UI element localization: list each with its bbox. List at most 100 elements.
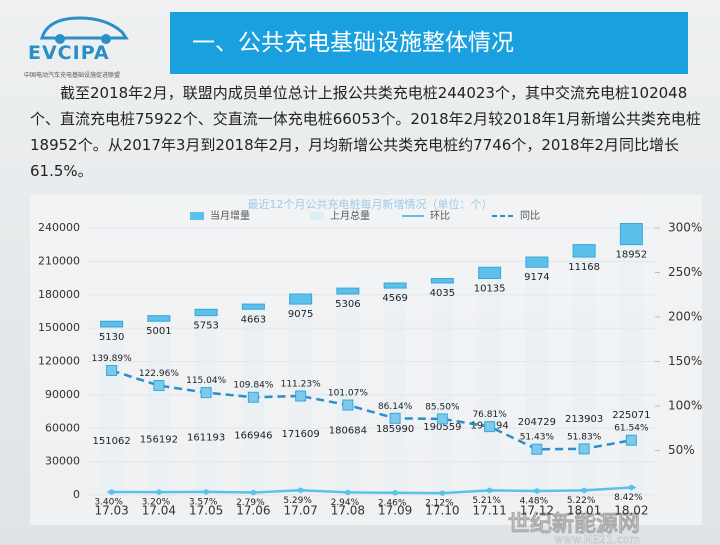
bar-total-label: 171609: [282, 429, 320, 440]
data-label: 51.43%: [520, 433, 555, 443]
marker: [106, 488, 117, 495]
bar-increase: [525, 256, 549, 268]
legend-label: 当月增量: [210, 209, 250, 222]
bar-total-label: 185990: [376, 424, 414, 435]
bar-total: [431, 283, 454, 495]
marker: [295, 390, 307, 402]
bar-increase-label: 5306: [335, 299, 360, 310]
y-tick-label: 0: [73, 488, 80, 501]
data-label: 2.12%: [425, 499, 454, 509]
y-tick-label: 30000: [45, 455, 80, 468]
bar-increase: [430, 278, 454, 284]
marker: [531, 488, 542, 495]
bar-increase: [619, 223, 643, 246]
data-label: 111.23%: [281, 380, 321, 390]
marker: [531, 443, 543, 455]
marker: [153, 489, 164, 496]
bar-increase-label: 18952: [615, 250, 647, 261]
data-label: 4.48%: [520, 497, 549, 507]
bar-increase-label: 5130: [99, 332, 124, 343]
marker: [437, 490, 448, 497]
data-label: 2.46%: [378, 498, 407, 508]
data-label: 5.29%: [283, 496, 312, 506]
data-label: 61.54%: [614, 424, 649, 434]
y2-tick-label: 300%: [668, 221, 702, 235]
bar-increase-label: 4569: [382, 293, 407, 304]
bar-increase: [194, 308, 218, 317]
x-tick-label: 17.03: [94, 504, 128, 518]
bar-total: [147, 321, 170, 495]
y2-tick-label: 100%: [668, 399, 702, 413]
bar-total: [195, 315, 218, 495]
data-label: 5.22%: [567, 496, 596, 506]
marker: [389, 412, 401, 424]
bar-total-label: 166946: [234, 431, 272, 442]
data-label: 5.21%: [472, 496, 501, 506]
bar-increase-label: 9075: [288, 309, 313, 320]
marker: [342, 399, 354, 411]
x-tick-label: 17.04: [142, 504, 176, 518]
x-tick-label: 17.05: [189, 504, 223, 518]
bar-increase-label: 4663: [241, 314, 266, 325]
bar-total: [620, 244, 643, 495]
logo-icon: [39, 16, 129, 44]
marker: [201, 488, 212, 495]
marker: [484, 421, 496, 433]
bar-increase: [572, 244, 596, 258]
slide-title: 一、公共充电基础设施整体情况: [170, 12, 688, 74]
line-mom: [111, 486, 632, 495]
marker: [484, 487, 495, 494]
marker: [436, 413, 448, 425]
bar-total-label: 213903: [565, 414, 603, 425]
bar-increase-label: 4035: [430, 288, 455, 299]
data-label: 3.40%: [94, 497, 123, 507]
data-label: 3.57%: [189, 497, 218, 507]
legend-label: 同比: [520, 210, 540, 222]
y2-tick-label: 250%: [668, 265, 702, 279]
bar-total: [525, 267, 548, 495]
bar-total-label: 156192: [140, 434, 178, 445]
x-tick-label: 17.11: [472, 504, 506, 518]
marker: [625, 434, 637, 446]
y-tick-label: 210000: [38, 254, 80, 267]
data-label: 139.89%: [92, 354, 132, 364]
data-label: 122.96%: [139, 369, 179, 379]
bar-total-label: 225071: [612, 410, 650, 421]
bar-increase: [383, 282, 407, 289]
legend-label: 环比: [430, 210, 450, 222]
data-label: 86.14%: [378, 402, 413, 412]
bar-total: [336, 293, 359, 495]
y-tick-label: 90000: [45, 388, 80, 401]
legend-label: 上月总量: [330, 209, 370, 222]
marker: [248, 489, 259, 496]
legend-swatch: [190, 212, 204, 220]
bar-increase-label: 10135: [474, 284, 506, 295]
bar-increase: [241, 303, 265, 310]
data-label: 3.20%: [142, 498, 171, 508]
y-tick-label: 150000: [38, 321, 80, 334]
x-tick-label: 17.08: [331, 504, 365, 518]
line-yoy: [111, 369, 632, 451]
logo: EVCIPA 中国电动汽车充电基础设施促进联盟: [14, 10, 164, 80]
bar-increase: [336, 287, 360, 295]
bar-total: [478, 278, 501, 495]
marker: [342, 489, 353, 496]
chart-title: 最近12个月公共充电桩每月新增情况（单位：个）: [248, 197, 493, 211]
data-label: 101.07%: [328, 389, 368, 399]
x-tick-label: 17.12: [520, 504, 554, 518]
legend-swatch: [310, 212, 324, 220]
bar-increase: [289, 293, 313, 305]
y-tick-label: 240000: [38, 221, 80, 234]
data-label: 2.94%: [331, 498, 360, 508]
data-label: 76.81%: [472, 410, 507, 420]
y2-tick-label: 150%: [668, 354, 702, 368]
bar-total: [384, 288, 407, 495]
logo-subtext: 中国电动汽车充电基础设施促进联盟: [24, 72, 121, 79]
bar-increase: [147, 315, 171, 322]
x-tick-label: 17.09: [378, 504, 412, 518]
x-tick-label: 17.07: [283, 504, 317, 518]
bar-total-label: 151062: [93, 436, 131, 447]
marker: [247, 391, 259, 403]
bar-increase-label: 9174: [524, 272, 549, 283]
